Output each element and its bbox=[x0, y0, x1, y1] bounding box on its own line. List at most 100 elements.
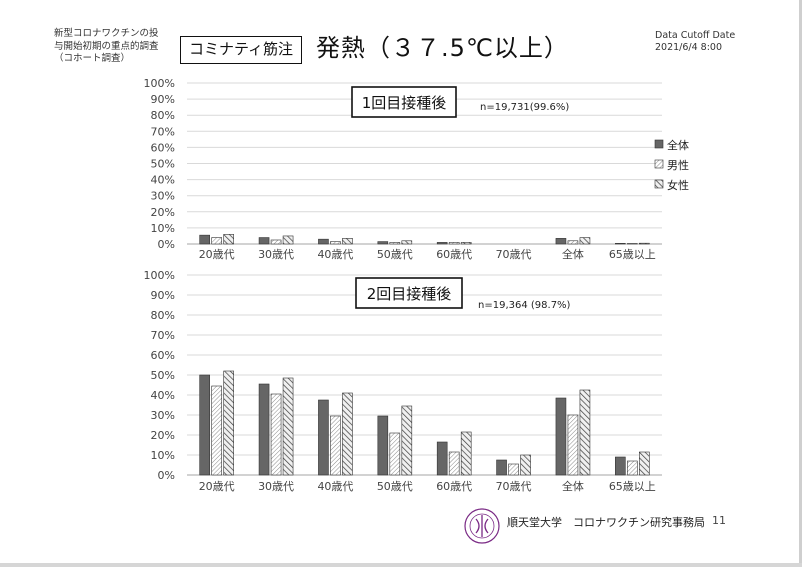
chart-title: 2回目接種後 bbox=[367, 285, 452, 303]
bar-女性 bbox=[639, 451, 650, 476]
x-category-label: 20歳代 bbox=[199, 248, 235, 261]
bar-全体 bbox=[318, 399, 329, 476]
bar-女性 bbox=[520, 454, 531, 476]
vaccine-tag: コミナティ筋注 bbox=[180, 36, 302, 64]
bar-全体 bbox=[555, 238, 567, 245]
x-category-label: 全体 bbox=[562, 247, 584, 261]
bar-全体 bbox=[258, 383, 270, 476]
bar-女性 bbox=[282, 377, 294, 476]
bar-女性 bbox=[342, 238, 353, 245]
bar-全体 bbox=[377, 241, 389, 245]
bar-全体 bbox=[377, 415, 389, 476]
study-note: 新型コロナワクチンの投 与開始初期の重点的調査 （コホート調査） bbox=[54, 28, 184, 66]
bar-女性 bbox=[579, 389, 591, 476]
bar-男性 bbox=[508, 463, 519, 476]
bar-女性 bbox=[223, 234, 234, 245]
cutoff-label: Data Cutoff Date bbox=[655, 30, 736, 41]
y-tick-label: 10% bbox=[151, 222, 175, 235]
bar-女性 bbox=[401, 405, 413, 476]
x-category-label: 50歳代 bbox=[377, 248, 413, 261]
x-category-label: 65歳以上 bbox=[609, 248, 656, 261]
bar-男性 bbox=[567, 414, 579, 476]
bar-女性 bbox=[401, 240, 413, 245]
y-tick-label: 30% bbox=[151, 190, 175, 203]
university-seal-icon bbox=[462, 506, 502, 550]
chart-title: 1回目接種後 bbox=[362, 94, 447, 112]
bar-全体 bbox=[258, 237, 270, 245]
y-tick-label: 60% bbox=[151, 141, 175, 154]
legend-swatch-男性 bbox=[654, 159, 664, 169]
slide-edge-right bbox=[799, 0, 802, 567]
bar-男性 bbox=[211, 385, 222, 476]
y-tick-label: 100% bbox=[144, 77, 175, 90]
bar-男性 bbox=[567, 240, 579, 245]
y-tick-label: 70% bbox=[151, 125, 175, 138]
bar-全体 bbox=[555, 397, 567, 476]
y-tick-label: 100% bbox=[144, 269, 175, 282]
sample-size-annotation: n=19,364 (98.7%) bbox=[478, 300, 571, 311]
y-tick-label: 0% bbox=[158, 238, 175, 251]
sample-size-annotation: n=19,731(99.6%) bbox=[480, 102, 569, 113]
data-cutoff: Data Cutoff Date 2021/6/4 8:00 bbox=[655, 30, 735, 54]
bar-女性 bbox=[460, 431, 472, 476]
bar-全体 bbox=[615, 243, 626, 245]
y-tick-label: 20% bbox=[151, 429, 175, 442]
legend-swatch-全体 bbox=[654, 139, 664, 149]
bar-全体 bbox=[496, 459, 507, 476]
slide-edge-bottom bbox=[0, 563, 802, 567]
x-category-label: 60歳代 bbox=[436, 248, 472, 261]
page-title: 発熱（３７.5℃以上） bbox=[316, 34, 569, 62]
legend-swatch-女性 bbox=[654, 179, 664, 189]
study-note-line-1: 新型コロナワクチンの投 bbox=[54, 28, 159, 39]
y-tick-label: 70% bbox=[151, 329, 175, 342]
bar-男性 bbox=[389, 242, 401, 245]
y-tick-label: 30% bbox=[151, 409, 175, 422]
bar-女性 bbox=[460, 242, 472, 245]
bar-女性 bbox=[579, 237, 591, 245]
legend-label-男性: 男性 bbox=[667, 158, 689, 172]
bar-女性 bbox=[223, 370, 234, 476]
cutoff-date: 2021/6/4 8:00 bbox=[655, 42, 723, 53]
y-tick-label: 80% bbox=[151, 309, 175, 322]
legend-label-女性: 女性 bbox=[667, 178, 689, 192]
bar-男性 bbox=[211, 237, 222, 245]
bar-男性 bbox=[389, 432, 401, 476]
bar-男性 bbox=[330, 415, 341, 476]
y-tick-label: 50% bbox=[151, 158, 175, 171]
y-tick-label: 50% bbox=[151, 369, 175, 382]
bar-全体 bbox=[318, 238, 329, 245]
x-category-label: 40歳代 bbox=[317, 480, 353, 493]
x-category-label: 65歳以上 bbox=[609, 480, 656, 493]
x-category-label: 30歳代 bbox=[258, 480, 294, 493]
bar-女性 bbox=[342, 392, 353, 476]
x-category-label: 20歳代 bbox=[199, 480, 235, 493]
y-tick-label: 10% bbox=[151, 449, 175, 462]
bar-全体 bbox=[199, 374, 210, 476]
x-category-label: 全体 bbox=[562, 479, 584, 493]
y-tick-label: 60% bbox=[151, 349, 175, 362]
x-category-label: 60歳代 bbox=[436, 480, 472, 493]
x-category-label: 30歳代 bbox=[258, 248, 294, 261]
x-category-label: 40歳代 bbox=[317, 248, 353, 261]
bar-男性 bbox=[270, 393, 282, 476]
bar-男性 bbox=[330, 241, 341, 245]
bar-女性 bbox=[282, 235, 294, 245]
y-tick-label: 0% bbox=[158, 469, 175, 482]
bar-全体 bbox=[436, 441, 448, 476]
y-tick-label: 80% bbox=[151, 109, 175, 122]
y-tick-label: 90% bbox=[151, 289, 175, 302]
bar-女性 bbox=[639, 242, 650, 245]
legend-label-全体: 全体 bbox=[667, 138, 689, 152]
chart-title-box bbox=[351, 86, 457, 118]
y-tick-label: 20% bbox=[151, 206, 175, 219]
bar-男性 bbox=[448, 451, 460, 476]
study-note-line-2: 与開始初期の重点的調査 bbox=[54, 40, 159, 52]
y-tick-label: 90% bbox=[151, 93, 175, 106]
bar-全体 bbox=[199, 234, 210, 245]
study-note-line-3: （コホート調査） bbox=[54, 53, 131, 64]
footer-organization: 順天堂大学 コロナワクチン研究事務局 bbox=[507, 516, 705, 529]
x-category-label: 50歳代 bbox=[377, 480, 413, 493]
bar-全体 bbox=[436, 242, 448, 245]
